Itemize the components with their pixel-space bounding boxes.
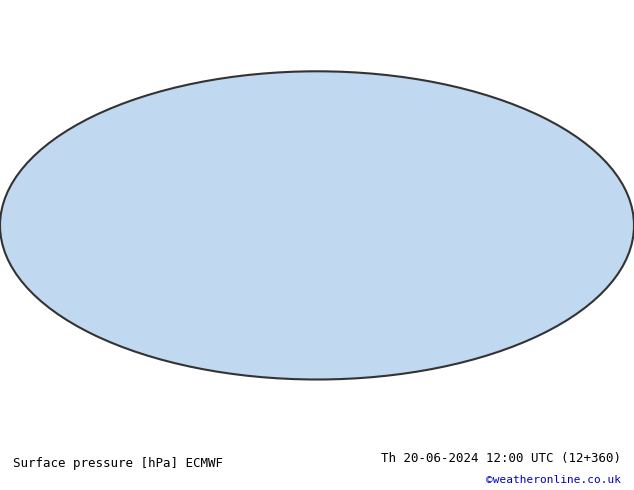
Ellipse shape [0,72,634,379]
Text: Th 20-06-2024 12:00 UTC (12+360): Th 20-06-2024 12:00 UTC (12+360) [381,452,621,465]
Text: Surface pressure map
(cartopy not available): Surface pressure map (cartopy not availa… [238,210,396,241]
Text: Surface pressure [hPa] ECMWF: Surface pressure [hPa] ECMWF [13,457,223,469]
Text: ©weatheronline.co.uk: ©weatheronline.co.uk [486,475,621,485]
